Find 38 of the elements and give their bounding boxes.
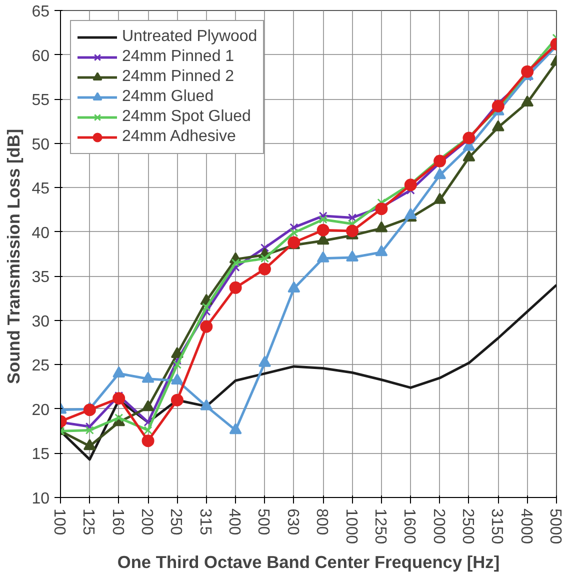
x-tick-label: 1250 xyxy=(371,508,388,544)
legend-label: 24mm Pinned 1 xyxy=(122,48,234,66)
y-tick-label: 45 xyxy=(32,180,50,198)
legend-label: 24mm Adhesive xyxy=(122,128,236,146)
legend-label: Untreated Plywood xyxy=(122,28,258,46)
y-tick-label: 55 xyxy=(32,92,50,110)
y-tick-label: 40 xyxy=(32,224,50,242)
x-tick-label: 2000 xyxy=(430,508,447,544)
legend-label: 24mm Pinned 2 xyxy=(122,68,234,86)
y-tick-label: 10 xyxy=(32,490,50,508)
x-tick-label: 5000 xyxy=(546,508,564,544)
x-tick-label: 800 xyxy=(313,508,330,536)
x-tick-label: 160 xyxy=(108,508,126,536)
x-tick-label: 100 xyxy=(50,508,68,536)
x-tick-label: 200 xyxy=(138,508,156,536)
legend-label: 24mm Glued xyxy=(122,88,214,106)
x-tick-label: 250 xyxy=(167,508,184,536)
y-tick-label: 50 xyxy=(32,136,50,154)
x-tick-label: 1000 xyxy=(342,508,360,544)
legend-label: 24mm Spot Glued xyxy=(122,108,251,126)
x-tick-label: 400 xyxy=(226,508,243,536)
y-tick-label: 25 xyxy=(32,358,50,375)
x-tick-label: 315 xyxy=(196,508,214,536)
y-tick-label: 30 xyxy=(32,313,50,330)
y-axis-title: Sound Transmission Loss [dB] xyxy=(4,128,24,384)
x-tick-label: 1600 xyxy=(400,508,418,544)
x-tick-label: 500 xyxy=(254,508,272,536)
y-tick-label: 60 xyxy=(32,48,50,65)
x-tick-label: 2500 xyxy=(458,508,476,544)
x-tick-label: 3150 xyxy=(488,508,506,544)
x-tick-label: 125 xyxy=(80,508,97,536)
y-tick-label: 20 xyxy=(32,402,50,419)
x-tick-label: 4000 xyxy=(517,508,534,544)
y-tick-label: 65 xyxy=(32,4,50,20)
x-tick-label: 630 xyxy=(284,508,301,536)
y-tick-label: 15 xyxy=(32,446,50,464)
x-axis-title: One Third Octave Band Center Frequency [Hz] xyxy=(117,552,500,572)
y-tick-label: 35 xyxy=(32,269,50,286)
